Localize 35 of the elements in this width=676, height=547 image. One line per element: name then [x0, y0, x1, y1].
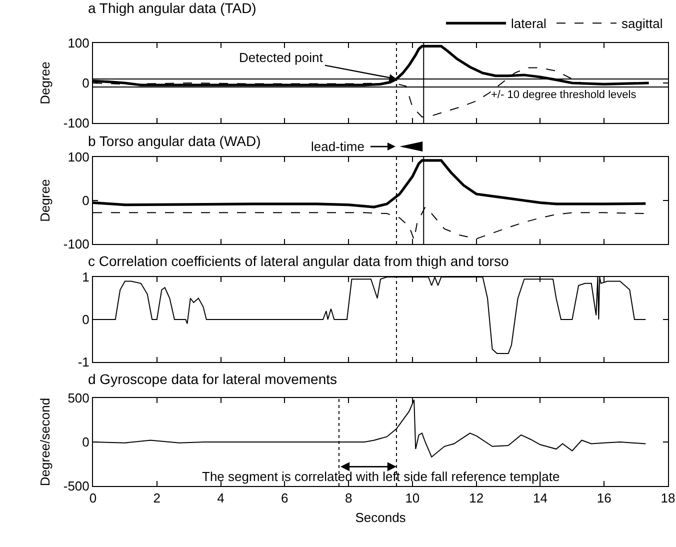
y-tick-label: -100	[63, 236, 90, 252]
y-axis-title: Degree/second	[37, 398, 52, 486]
y-tick-label: 500	[68, 390, 90, 406]
x-tick-label: 10	[405, 490, 420, 506]
x-tick-label: 4	[217, 490, 224, 506]
y-tick-label: 1	[82, 270, 90, 285]
text: lead-time	[311, 139, 364, 154]
x-tick-label: 18	[660, 490, 676, 506]
chart-title: d Gyroscope data for lateral movements	[88, 370, 338, 387]
y-tick-label: 0	[82, 193, 90, 208]
y-tick-label: 100	[68, 36, 90, 51]
y-tick-label: 0	[82, 312, 90, 328]
legend-label: lateral	[511, 16, 547, 32]
x-axis-title: Seconds	[355, 510, 406, 526]
chart-title: b Torso angular data (WAD)	[88, 132, 261, 149]
y-tick-label: -100	[63, 116, 90, 131]
y-tick-label: 0	[82, 434, 90, 450]
y-tick-label: -500	[63, 478, 90, 494]
legend-label: sagittal	[622, 16, 663, 32]
y-axis-title: Degree	[37, 179, 52, 222]
chart-title: c Correlation coefficients of lateral angular data from thigh and torso	[88, 252, 509, 269]
y-tick-label: 100	[68, 150, 90, 165]
annotation: The segment is correlated with left side fall reference template	[202, 469, 560, 484]
x-tick-label: 14	[532, 490, 548, 506]
y-tick-label: -1	[78, 354, 90, 370]
x-tick-label: 8	[344, 490, 352, 506]
x-tick-label: 16	[596, 490, 612, 506]
y-axis-title: Degree	[37, 62, 52, 104]
chart-title: a Thigh angular data (TAD)	[88, 0, 256, 16]
x-tick-label: 6	[281, 490, 288, 506]
x-tick-label: 12	[469, 490, 484, 506]
annotation: Detected point	[239, 50, 324, 65]
x-tick-label: 2	[153, 490, 161, 506]
annotation: +/- 10 degree threshold levels	[491, 89, 637, 101]
y-tick-label: 0	[82, 76, 90, 91]
